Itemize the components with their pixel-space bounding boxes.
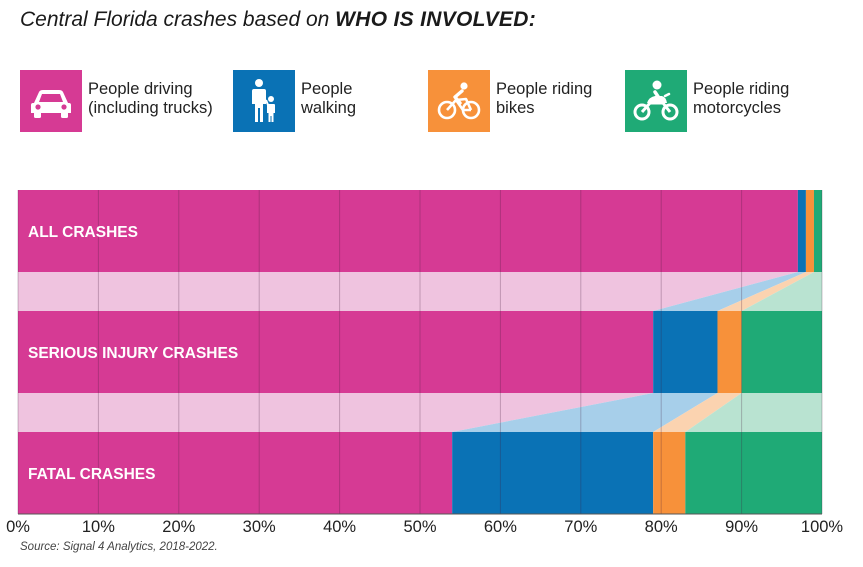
x-tick-label-2: 20%	[162, 518, 195, 536]
x-tick-label-1: 10%	[82, 518, 115, 536]
connector-1-2	[653, 393, 742, 432]
x-tick-label-5: 50%	[403, 518, 436, 536]
x-tick-label-0: 0%	[6, 518, 30, 536]
bar-segment-2-3	[685, 432, 822, 514]
connector-0-1	[653, 272, 806, 311]
motorcycle-icon	[625, 70, 687, 132]
bar-segment-0-3	[813, 190, 822, 272]
x-tick-label-8: 80%	[645, 518, 678, 536]
bar-segment-1-3	[741, 311, 822, 393]
x-tick-label-6: 60%	[484, 518, 517, 536]
connector-0-0	[18, 272, 798, 311]
bar-segment-1-2	[717, 311, 742, 393]
source-note: Source: Signal 4 Analytics, 2018-2022.	[20, 541, 218, 553]
legend-swatch-walking	[233, 70, 295, 132]
x-tick-label-3: 30%	[243, 518, 276, 536]
chart-title-emphasis: WHO IS INVOLVED:	[335, 8, 536, 31]
connector-1-0	[18, 393, 654, 432]
pedestrian-icon	[233, 70, 295, 132]
bar-segment-2-0	[18, 432, 453, 514]
x-tick-label-7: 70%	[564, 518, 597, 536]
legend-swatch-driving	[20, 70, 82, 132]
legend-swatch-bikes	[428, 70, 490, 132]
connector-1-1	[452, 393, 718, 432]
car-icon	[20, 70, 82, 132]
legend-label-walking: People walking	[301, 80, 357, 117]
bar-segment-2-1	[452, 432, 654, 514]
connector-0-2	[717, 272, 814, 311]
bar-segment-0-0	[18, 190, 798, 272]
legend-label-motorcycles: People riding motorcycles	[693, 80, 790, 117]
bicycle-icon	[428, 70, 490, 132]
bar-segment-0-1	[797, 190, 806, 272]
legend-label-bikes: People riding bikes	[496, 80, 593, 117]
legend-swatch-motorcycles	[625, 70, 687, 132]
category-label-1: SERIOUS INJURY CRASHES	[28, 345, 238, 362]
chart-title-prefix: Central Florida crashes based on	[20, 8, 336, 31]
legend-label-driving: People driving (including trucks)	[88, 80, 213, 117]
connector-1-3	[685, 393, 822, 432]
connector-0-3	[741, 272, 822, 311]
category-label-2: FATAL CRASHES	[28, 466, 155, 483]
bar-segment-1-1	[653, 311, 718, 393]
bar-segment-0-2	[805, 190, 814, 272]
bar-segment-2-2	[653, 432, 686, 514]
category-label-0: ALL CRASHES	[28, 224, 138, 241]
bar-segment-1-0	[18, 311, 654, 393]
x-tick-label-10: 100%	[801, 518, 844, 536]
chart-title: Central Florida crashes based on WHO IS …	[20, 8, 536, 32]
x-tick-label-9: 90%	[725, 518, 758, 536]
x-tick-label-4: 40%	[323, 518, 356, 536]
